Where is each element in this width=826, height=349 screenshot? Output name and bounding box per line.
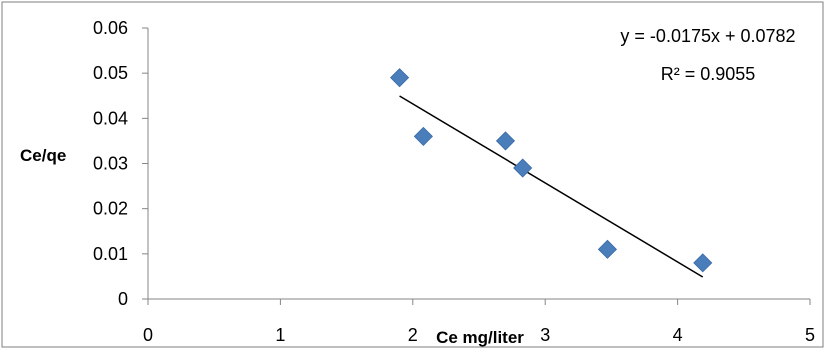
y-tick-label: 0.04 xyxy=(93,108,128,128)
data-point-diamond xyxy=(597,239,617,259)
linear-trendline xyxy=(399,95,704,278)
data-point-diamond xyxy=(495,131,516,151)
r-squared-label: R² = 0.9055 xyxy=(661,64,756,84)
x-tick-label: 0 xyxy=(143,325,153,345)
y-tick-label: 0.02 xyxy=(93,199,128,219)
trendline-layer xyxy=(399,95,704,278)
x-tick-label: 3 xyxy=(540,325,550,345)
x-tick-label: 4 xyxy=(673,325,683,345)
y-tick-label: 0 xyxy=(118,289,128,309)
axes: 0 0.01 0.02 0.03 0.04 0.05 0.06 0 1 2 3 4 5 xyxy=(93,18,815,345)
y-tick-label: 0.05 xyxy=(93,63,128,83)
data-point-diamond xyxy=(389,68,410,88)
data-point-diamond xyxy=(513,158,533,178)
data-points xyxy=(389,68,713,273)
y-tick-label: 0.01 xyxy=(93,244,128,264)
x-tick-label: 5 xyxy=(805,325,815,345)
data-point-diamond xyxy=(693,253,713,273)
y-tick-label: 0.06 xyxy=(93,18,128,38)
data-point-diamond xyxy=(413,126,433,146)
trendline-equation: y = -0.0175x + 0.0782 xyxy=(620,26,795,46)
x-tick-label: 1 xyxy=(275,325,285,345)
x-axis-title: Ce mg/liter xyxy=(436,328,524,347)
y-tick-label: 0.03 xyxy=(93,154,128,174)
y-axis-title: Ce/qe xyxy=(20,146,66,165)
x-tick-label: 2 xyxy=(408,325,418,345)
